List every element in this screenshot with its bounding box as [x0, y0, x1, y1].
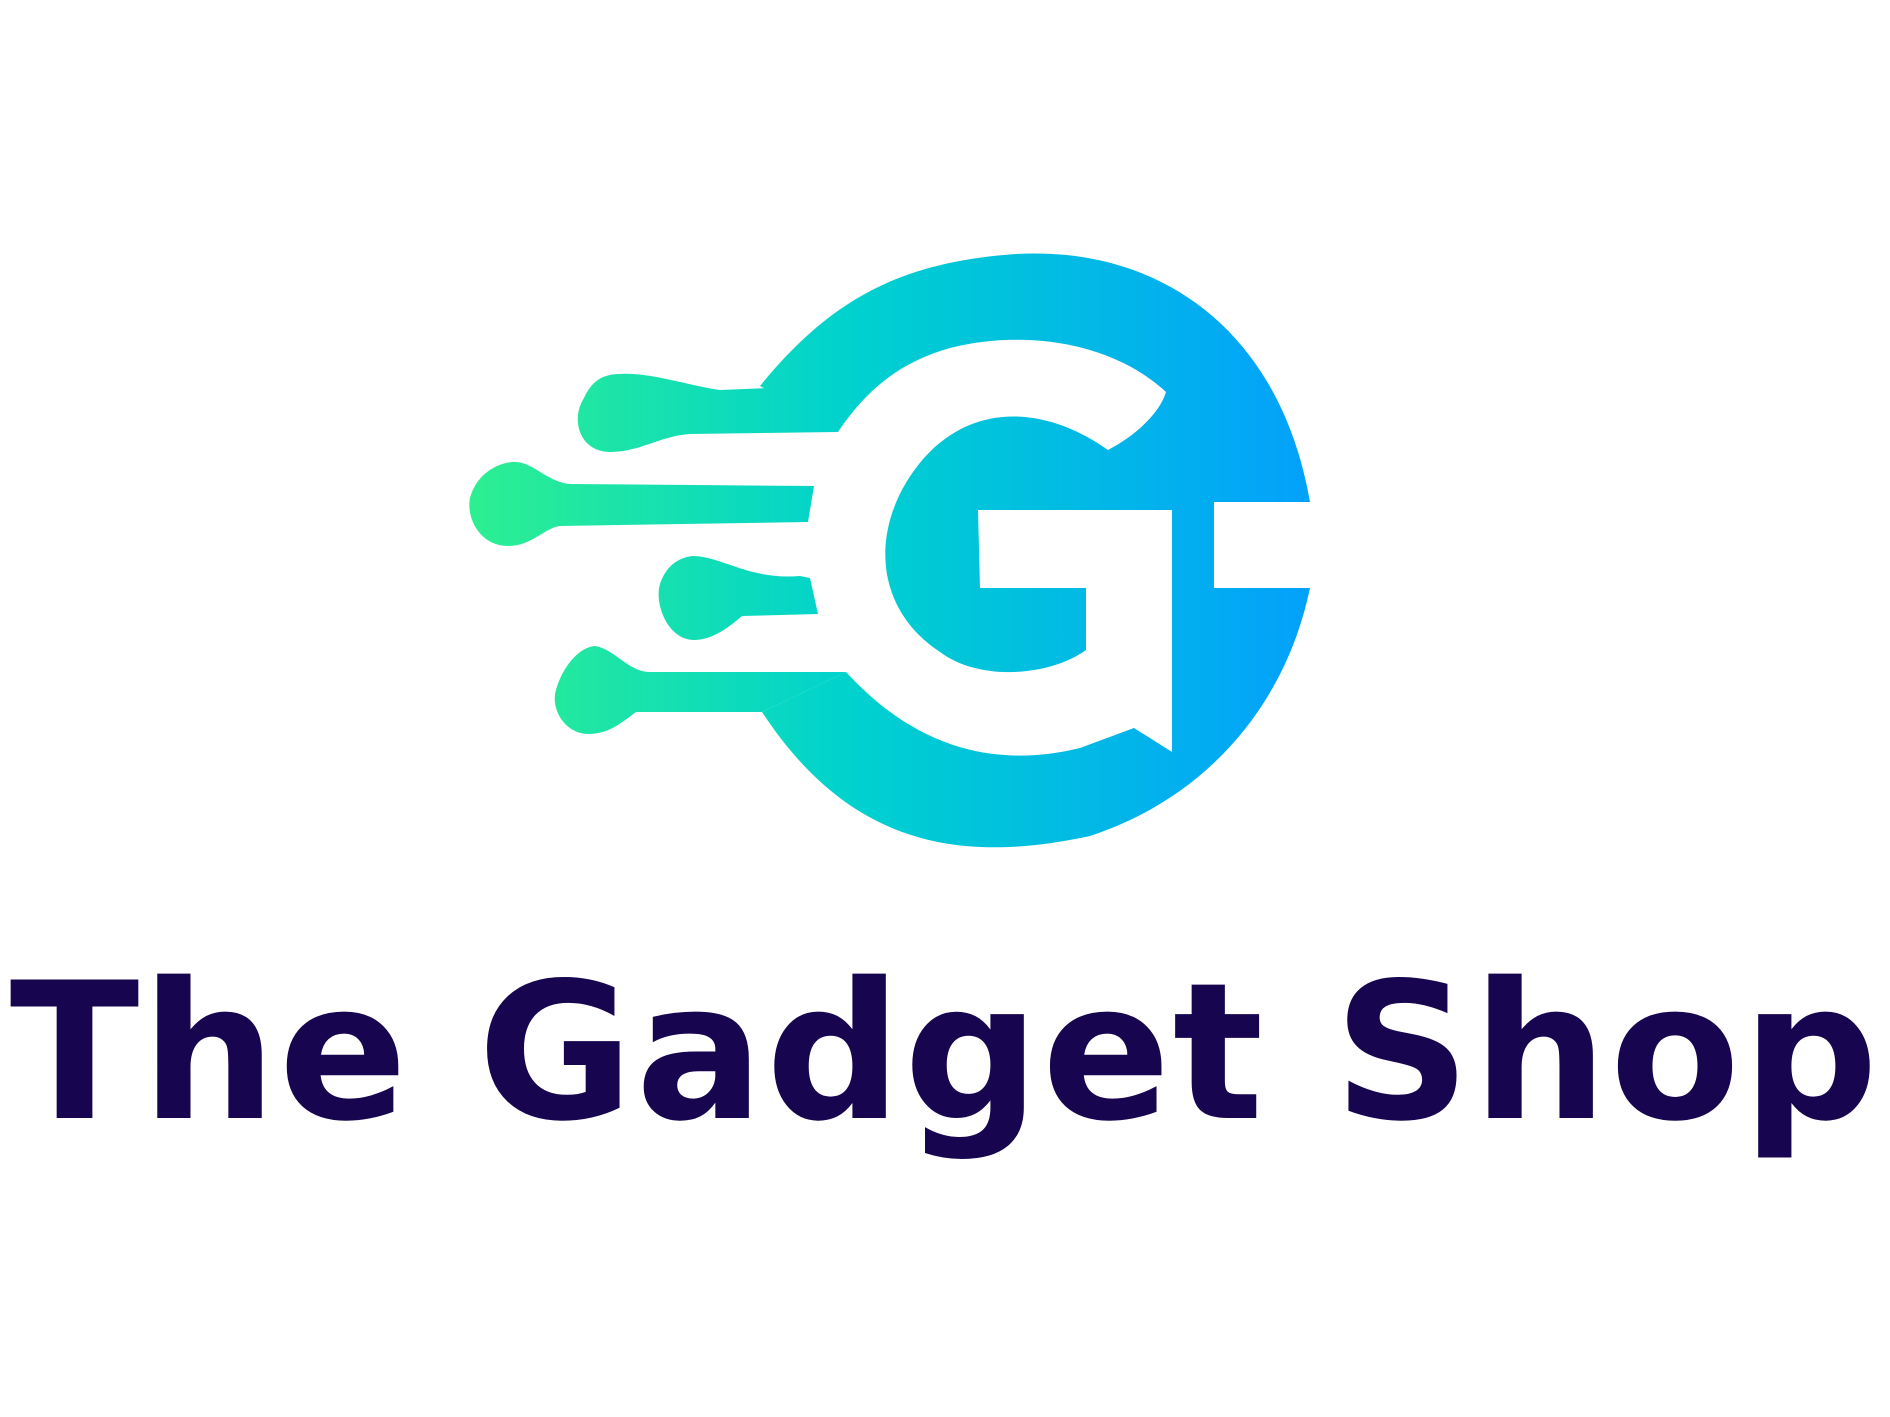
brand-name: The Gadget Shop — [9, 942, 1881, 1163]
circuit-g-icon — [469, 253, 1310, 848]
